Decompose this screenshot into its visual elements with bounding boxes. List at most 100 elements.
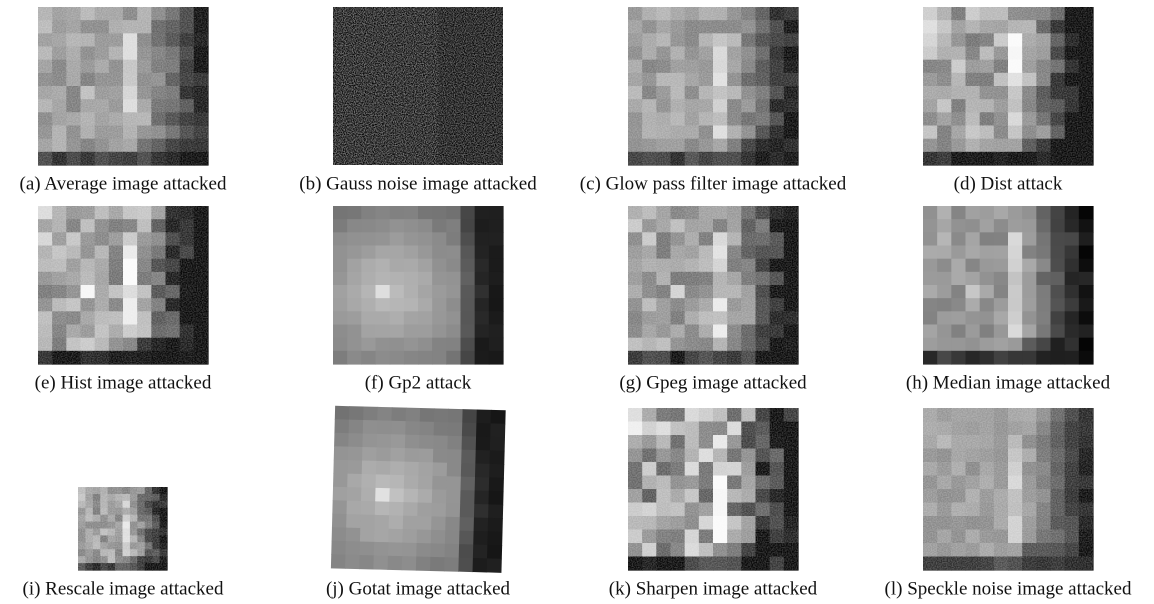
image-block [475, 311, 490, 325]
image-block [418, 259, 433, 273]
image-block [333, 272, 348, 286]
image-block [417, 516, 432, 530]
image-block [951, 285, 966, 299]
image-block [447, 449, 462, 463]
image-block [1036, 206, 1051, 220]
image-block [1051, 272, 1066, 286]
image-block [475, 325, 490, 339]
image-block [966, 285, 981, 299]
image-block [1008, 285, 1023, 299]
image-block [418, 489, 433, 503]
image-block [923, 272, 938, 286]
image-block [490, 423, 505, 437]
image-block [333, 219, 348, 233]
panel-image [628, 408, 799, 571]
image-block [1008, 206, 1023, 220]
image-block [360, 528, 375, 542]
image-block [418, 232, 433, 246]
image-block [446, 476, 461, 490]
image-block [333, 206, 348, 220]
image-block [333, 232, 348, 246]
image-block [1079, 338, 1094, 352]
image-block [994, 259, 1009, 273]
image-block [475, 477, 490, 491]
image-block [406, 408, 421, 422]
image-block [402, 529, 417, 543]
image-block [1022, 232, 1037, 246]
image-block [446, 503, 461, 517]
image-block [980, 219, 995, 233]
image-block [404, 311, 419, 325]
image-block [346, 501, 361, 515]
image-block [951, 232, 966, 246]
image-block [966, 325, 981, 339]
image-block [444, 557, 459, 571]
image-block [404, 462, 419, 476]
image-block [1051, 219, 1066, 233]
image-block [376, 447, 391, 461]
image-block [363, 407, 378, 421]
image-block [432, 311, 447, 325]
image-block [923, 206, 938, 220]
image-block [1065, 325, 1080, 339]
image-block [1079, 351, 1094, 365]
image-block [923, 325, 938, 339]
image-block [1079, 298, 1094, 312]
image-block [333, 338, 348, 352]
image-block [362, 461, 377, 475]
image-block [333, 246, 348, 260]
image-block [994, 232, 1009, 246]
image-block [333, 285, 348, 299]
image-block [1008, 311, 1023, 325]
image-block [1008, 325, 1023, 339]
image-block [461, 338, 476, 352]
image-block [405, 448, 420, 462]
image-block [434, 408, 449, 422]
image-block [937, 351, 952, 365]
image-block [1051, 351, 1066, 365]
image-block [361, 501, 376, 515]
image-block [361, 311, 376, 325]
image-block [373, 555, 388, 569]
image-block [347, 298, 362, 312]
image-block [951, 325, 966, 339]
image-block [446, 285, 461, 299]
image-block [416, 543, 431, 557]
image-block [446, 219, 461, 233]
image-block [951, 351, 966, 365]
image-block [461, 298, 476, 312]
image-block [1022, 325, 1037, 339]
image-block [361, 232, 376, 246]
image-block [980, 259, 995, 273]
image-block [418, 219, 433, 233]
image-block [418, 272, 433, 286]
image-block [345, 555, 360, 569]
image-block [418, 338, 433, 352]
caption: (j) Gotat image attacked [326, 578, 511, 599]
image-block [489, 232, 504, 246]
image-block [1036, 311, 1051, 325]
image-block [490, 437, 505, 451]
image-block [980, 272, 995, 286]
image-block [462, 436, 477, 450]
image-block [1051, 232, 1066, 246]
image-block [404, 232, 419, 246]
image-block [487, 558, 502, 572]
image-block [937, 259, 952, 273]
image-block [994, 219, 1009, 233]
image-block [334, 419, 349, 433]
image-block [404, 246, 419, 260]
image-block [432, 476, 447, 490]
image-block [432, 272, 447, 286]
image-block [462, 423, 477, 437]
caption: (g) Gpeg image attacked [619, 372, 807, 393]
image-block [432, 298, 447, 312]
image-block [459, 517, 474, 531]
image-block [994, 206, 1009, 220]
image-block [1051, 298, 1066, 312]
image-block [1079, 325, 1094, 339]
image-grain [923, 408, 1093, 570]
image-block [348, 433, 363, 447]
image-block [334, 446, 349, 460]
image-block [347, 246, 362, 260]
